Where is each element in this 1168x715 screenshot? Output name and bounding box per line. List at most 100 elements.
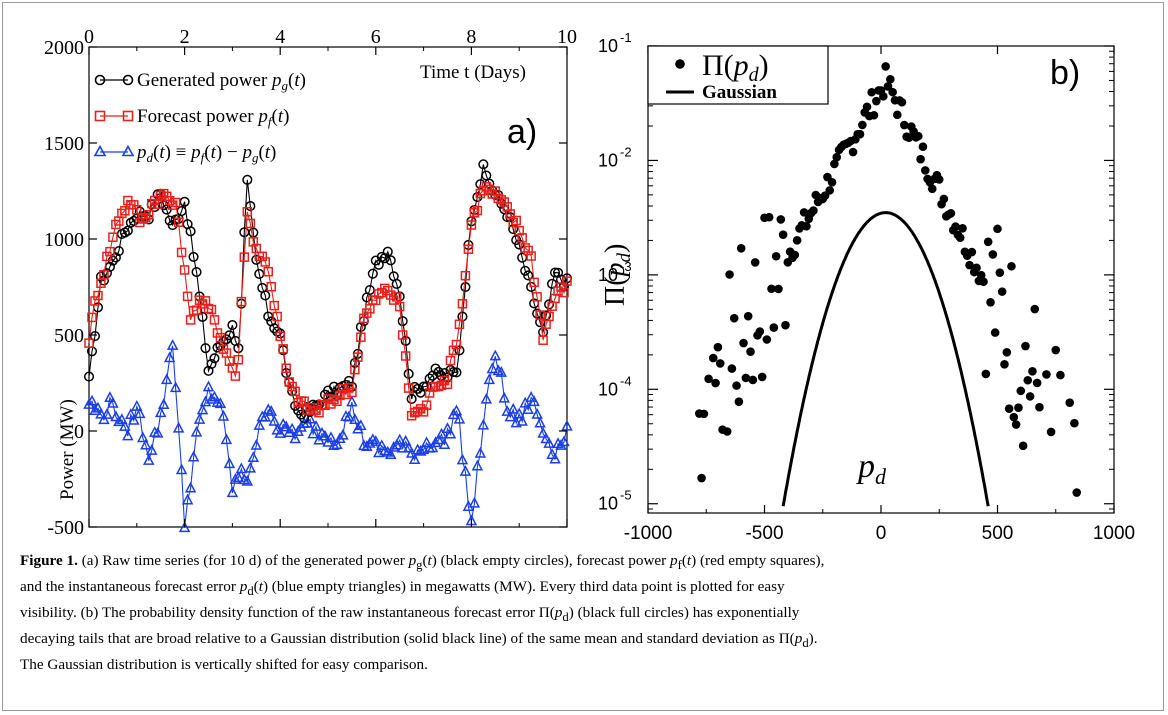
error-point (274, 427, 286, 438)
error-point (208, 390, 221, 402)
pdf-point (1065, 398, 1075, 407)
error-point (349, 413, 361, 424)
error-point (98, 413, 110, 425)
forecast-point (144, 209, 154, 220)
pdf-point (764, 212, 774, 222)
pdf-point (1023, 375, 1033, 385)
forecast-point (236, 296, 247, 307)
pdf-point (757, 372, 767, 382)
forecast-point (245, 218, 256, 229)
error-point (489, 349, 502, 361)
forecast-point (535, 310, 545, 320)
pdf-point (792, 236, 802, 245)
forecast-point (481, 182, 492, 192)
error-point (307, 427, 319, 439)
forecast-point (445, 355, 456, 366)
forecast-point (421, 400, 432, 410)
forecast-point (248, 237, 259, 247)
pdf-point (802, 221, 811, 231)
error-point (193, 413, 206, 424)
pdf-point (1014, 403, 1023, 412)
error-point (181, 493, 194, 505)
error-point (426, 441, 439, 453)
legend-generated-marker (94, 74, 134, 86)
pdf-point (736, 244, 746, 253)
forecast-point (176, 247, 187, 258)
error-point (507, 402, 519, 414)
panel-a-series-group (83, 159, 573, 533)
error-point (286, 422, 298, 434)
forecast-point (544, 311, 554, 322)
pdf-point (888, 87, 897, 97)
forecast-point (496, 195, 507, 205)
pdf-point (897, 97, 907, 107)
error-point (160, 373, 173, 385)
forecast-point (388, 295, 399, 305)
pdf-point (771, 251, 781, 261)
forecast-point (287, 381, 297, 392)
forecast-point (463, 244, 474, 254)
legend-forecast-label: Forecast power pf(t) (137, 106, 289, 129)
forecast-point (502, 202, 512, 212)
forecast-point (347, 387, 357, 398)
error-point (163, 351, 176, 363)
pdf-point (867, 87, 876, 97)
error-point (244, 461, 257, 473)
pdf-point (725, 270, 734, 279)
pdf-point (939, 194, 949, 204)
panel-b-x-tick-label: -500 (745, 523, 783, 544)
pdf-point (886, 74, 895, 84)
error-point (531, 407, 543, 419)
forecast-point (290, 386, 300, 397)
panel-b-y-axis-label: Π(pd) (600, 244, 635, 306)
pdf-point (869, 110, 879, 120)
generated-point (188, 251, 199, 262)
pdf-point (825, 186, 835, 195)
forecast-point (299, 396, 309, 406)
forecast-point (293, 397, 303, 408)
pdf-point (900, 120, 909, 130)
pdf-point (1016, 386, 1026, 396)
generated-point (400, 335, 411, 346)
panel-b-y-tick-label: 10 (598, 150, 618, 170)
pdf-point (893, 110, 902, 120)
forecast-point (520, 243, 530, 253)
pdf-point (955, 233, 965, 243)
error-point (343, 410, 355, 422)
generated-point (227, 320, 238, 331)
forecast-point (472, 205, 483, 216)
panel-b-legend: Π(pd) Gaussian (647, 45, 829, 105)
pdf-point (904, 133, 914, 142)
error-point (438, 438, 451, 450)
pdf-point (743, 311, 753, 321)
forecast-point (281, 363, 291, 373)
pdf-point (934, 175, 944, 184)
pdf-point (913, 131, 923, 141)
panel-b-y-tick-label: 10 (598, 36, 618, 56)
pdf-point (1072, 488, 1082, 497)
pdf-point (1025, 392, 1035, 401)
panel-a-x-tick-label: 0 (84, 26, 94, 48)
pdf-point (983, 237, 993, 247)
series-open-square (84, 182, 572, 421)
forecast-point (451, 339, 462, 350)
pdf-point (741, 373, 751, 383)
legend-generated-label: Generated power pg(t) (137, 70, 306, 93)
error-point (247, 451, 260, 463)
pdf-point (872, 96, 881, 106)
forecast-point (499, 197, 510, 207)
legend-gaussian-label: Gaussian (702, 82, 777, 103)
error-point (319, 429, 331, 441)
forecast-point (185, 315, 196, 325)
forecast-point (167, 200, 178, 210)
panel-a-x-tick-label: 10 (557, 26, 577, 48)
error-point (283, 426, 295, 438)
legend-pdf-label: Π(pd) (702, 49, 769, 86)
panel-a-x-tick-label: 4 (275, 26, 285, 48)
panel-b-y-tick-exponent: -2 (620, 144, 632, 159)
forecast-point (448, 345, 459, 356)
error-point (166, 339, 179, 350)
forecast-point (132, 204, 142, 215)
panel-a-y-tick-label: 1000 (44, 229, 84, 251)
error-point (169, 381, 182, 393)
